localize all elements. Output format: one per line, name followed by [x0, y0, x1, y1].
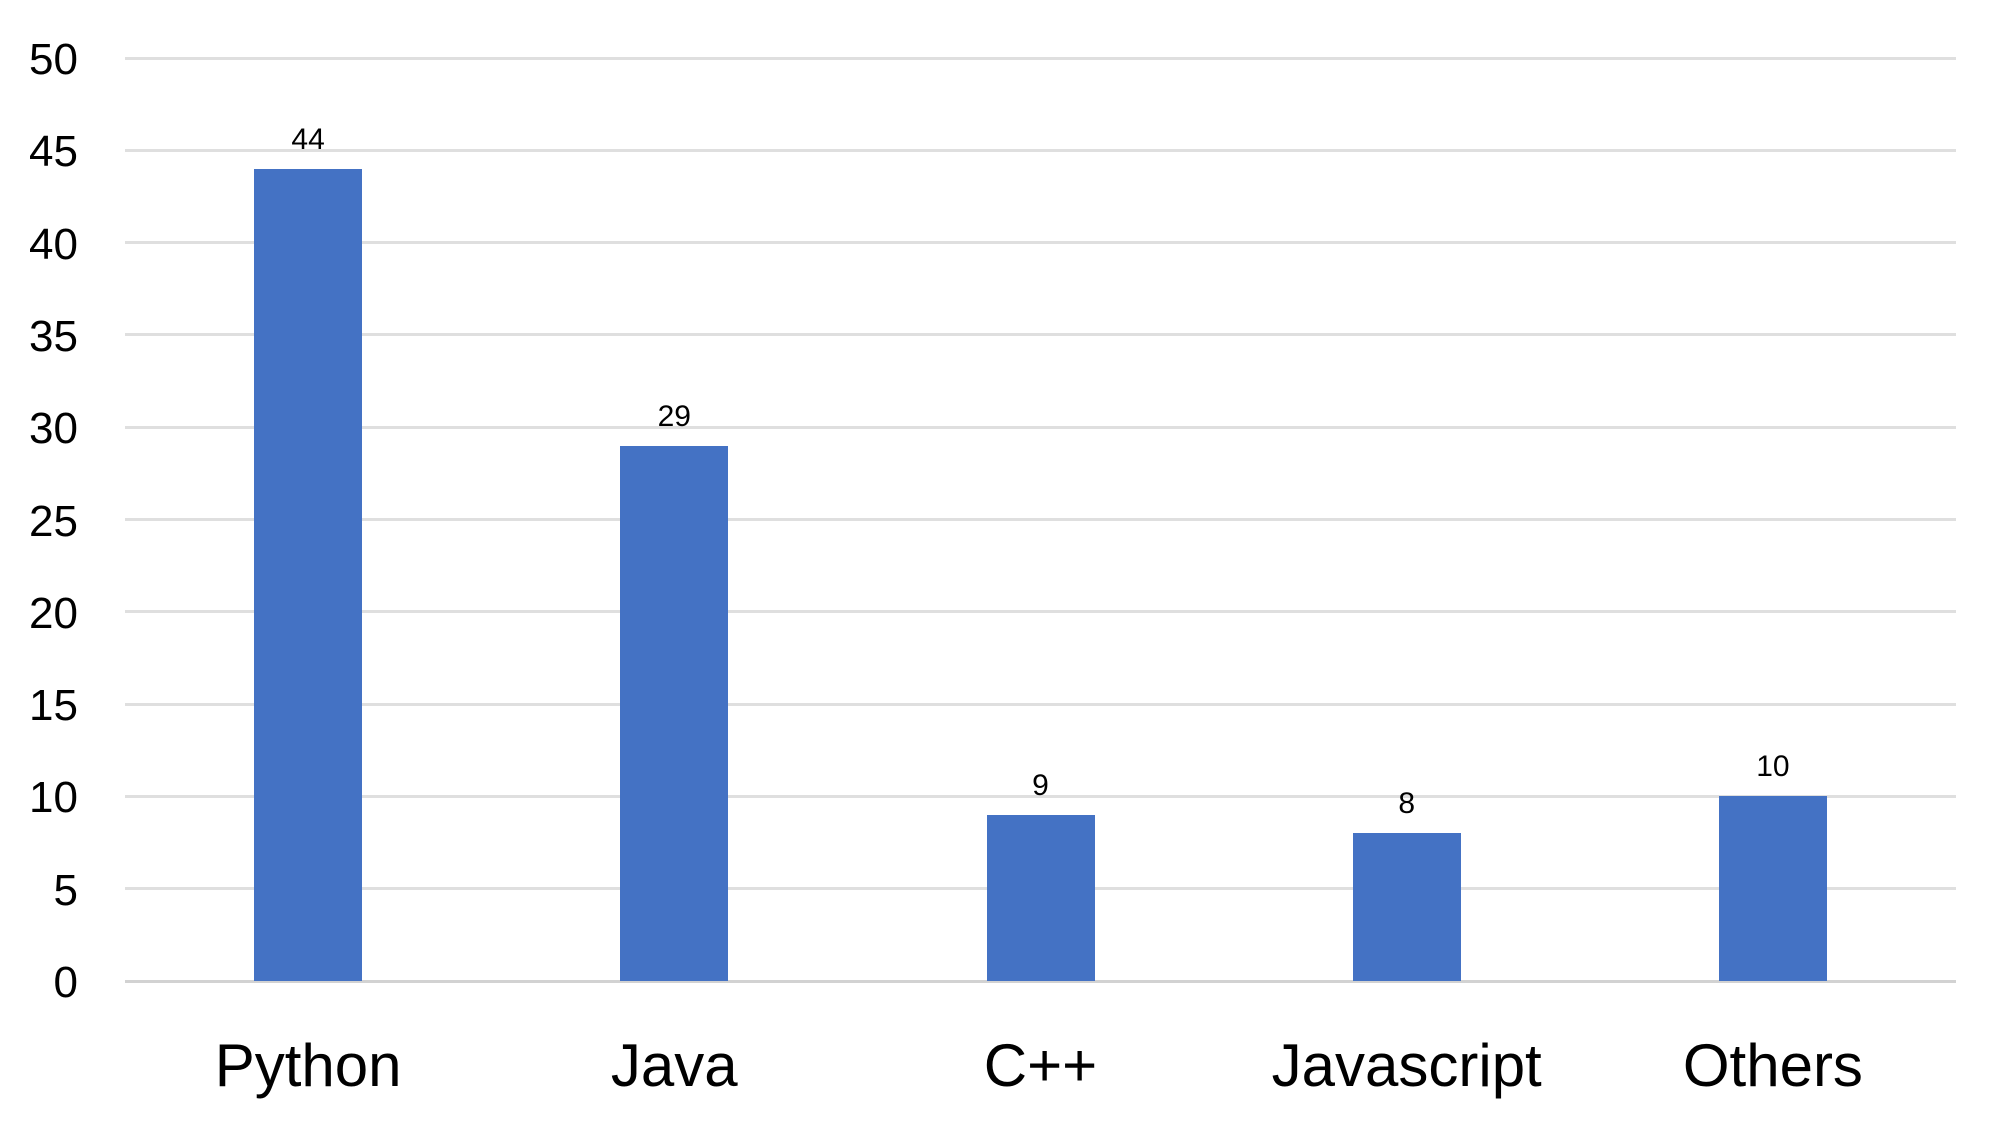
- x-category-label-others: Others: [1682, 1032, 1863, 1099]
- y-tick-label-5: 5: [53, 865, 78, 915]
- x-category-label-c: C++: [983, 1032, 1098, 1099]
- bar-c: [986, 814, 1095, 981]
- gridline-y-20: [125, 610, 1956, 614]
- data-label-python: 44: [291, 122, 325, 156]
- bar-python: [254, 168, 363, 981]
- x-category-label-python: Python: [214, 1032, 402, 1099]
- gridline-y-45: [125, 148, 1956, 152]
- x-category-label-javascript: Javascript: [1271, 1032, 1542, 1099]
- data-label-c: 9: [1032, 768, 1049, 802]
- y-tick-label-50: 50: [29, 35, 78, 84]
- y-tick-label-10: 10: [29, 773, 78, 823]
- y-tick-label-25: 25: [29, 496, 78, 546]
- data-label-javascript: 8: [1398, 787, 1416, 821]
- gridline-y-35: [125, 333, 1956, 337]
- y-tick-label-45: 45: [29, 127, 78, 177]
- gridline-y-40: [125, 241, 1956, 245]
- gridline-y-30: [125, 425, 1956, 429]
- y-tick-label-20: 20: [29, 588, 78, 638]
- bar-javascript: [1352, 833, 1461, 981]
- gridline-y-25: [125, 518, 1956, 521]
- gridline-y-50: [125, 56, 1956, 60]
- gridline-y-15: [125, 702, 1956, 706]
- y-tick-label-15: 15: [29, 681, 78, 731]
- x-category-label-java: Java: [610, 1032, 738, 1099]
- data-label-others: 10: [1756, 750, 1790, 784]
- y-tick-label-0: 0: [53, 958, 78, 1007]
- y-tick-label-35: 35: [29, 311, 78, 361]
- data-label-java: 29: [657, 399, 691, 433]
- bar-java: [620, 445, 729, 981]
- bar-others: [1718, 796, 1827, 981]
- y-tick-label-30: 30: [29, 404, 78, 454]
- x-axis-baseline: [125, 979, 1956, 983]
- gridline-y-10: [125, 794, 1956, 798]
- y-tick-label-40: 40: [29, 219, 78, 269]
